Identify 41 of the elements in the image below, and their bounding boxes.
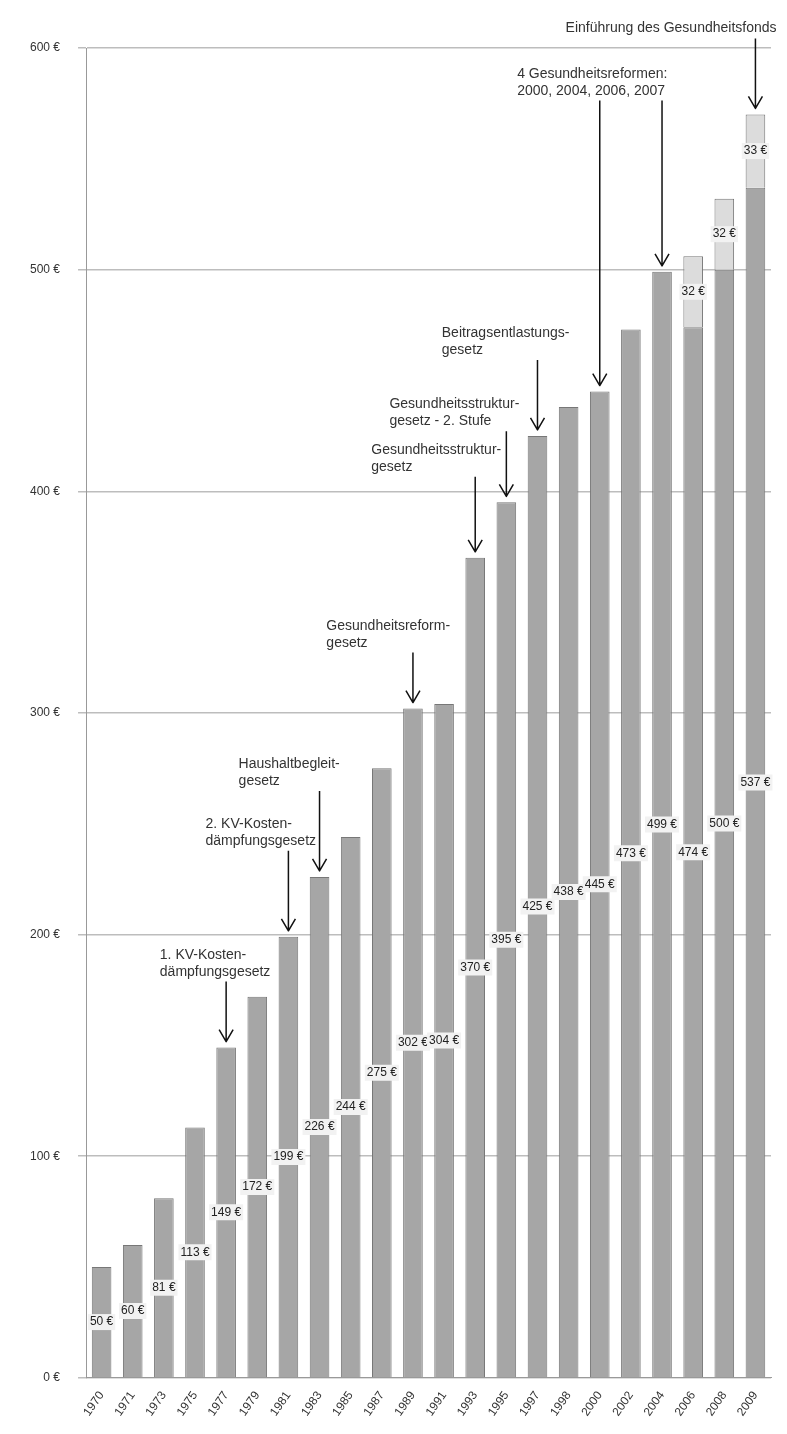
data-label: 32 € [712, 226, 737, 241]
y-tick-label: 0 € [43, 1370, 61, 1385]
data-label: 60 € [121, 1303, 145, 1318]
data-label: 226 € [304, 1119, 335, 1134]
data-label: 275 € [366, 1065, 398, 1080]
data-label: 537 € [740, 774, 771, 789]
data-label: 172 € [242, 1179, 273, 1194]
y-tick-label: 500 € [30, 261, 61, 276]
data-label: 244 € [335, 1099, 367, 1114]
data-label: 499 € [647, 816, 678, 831]
data-label: 50 € [89, 1314, 114, 1329]
annotation: 2. KV-Kosten- dämpfungsgesetz [205, 814, 317, 848]
annotation: 1. KV-Kosten- dämpfungsgesetz [159, 945, 271, 979]
annotation: 4 Gesundheitsreformen: 2000, 2004, 2006, 2007 [517, 64, 668, 98]
data-label: 438 € [553, 884, 584, 899]
y-tick-label: 200 € [30, 926, 61, 941]
data-label: 445 € [584, 876, 616, 891]
annotation: Gesundheitsstruktur- gesetz [371, 440, 502, 474]
y-tick-label: 300 € [30, 705, 61, 720]
y-tick-label: 600 € [30, 40, 61, 55]
data-label: 474 € [678, 844, 709, 859]
data-label: 33 € [743, 143, 768, 158]
annotation: Gesundheitsstruktur- gesetz - 2. Stufe [389, 395, 520, 429]
data-label: 370 € [460, 959, 491, 974]
annotation: Einführung des Gesundheitsfonds [565, 19, 777, 36]
data-label: 113 € [180, 1244, 210, 1259]
data-label: 149 € [211, 1204, 242, 1219]
y-tick-label: 400 € [30, 483, 61, 498]
data-label: 500 € [709, 815, 740, 830]
data-label: 32 € [681, 284, 706, 299]
data-label: 304 € [429, 1032, 460, 1047]
annotation: Gesundheitsreform- gesetz [326, 616, 451, 650]
data-label: 473 € [615, 845, 647, 860]
annotation: Haushaltbegleit- gesetz [238, 754, 341, 788]
data-label: 302 € [397, 1035, 429, 1050]
data-label: 199 € [273, 1149, 304, 1164]
y-tick-label: 100 € [30, 1148, 61, 1163]
data-label: 81 € [152, 1280, 176, 1295]
data-label: 425 € [522, 898, 553, 913]
annotation: Beitragsentlastungs- gesetz [441, 323, 570, 357]
data-label: 395 € [491, 932, 522, 947]
